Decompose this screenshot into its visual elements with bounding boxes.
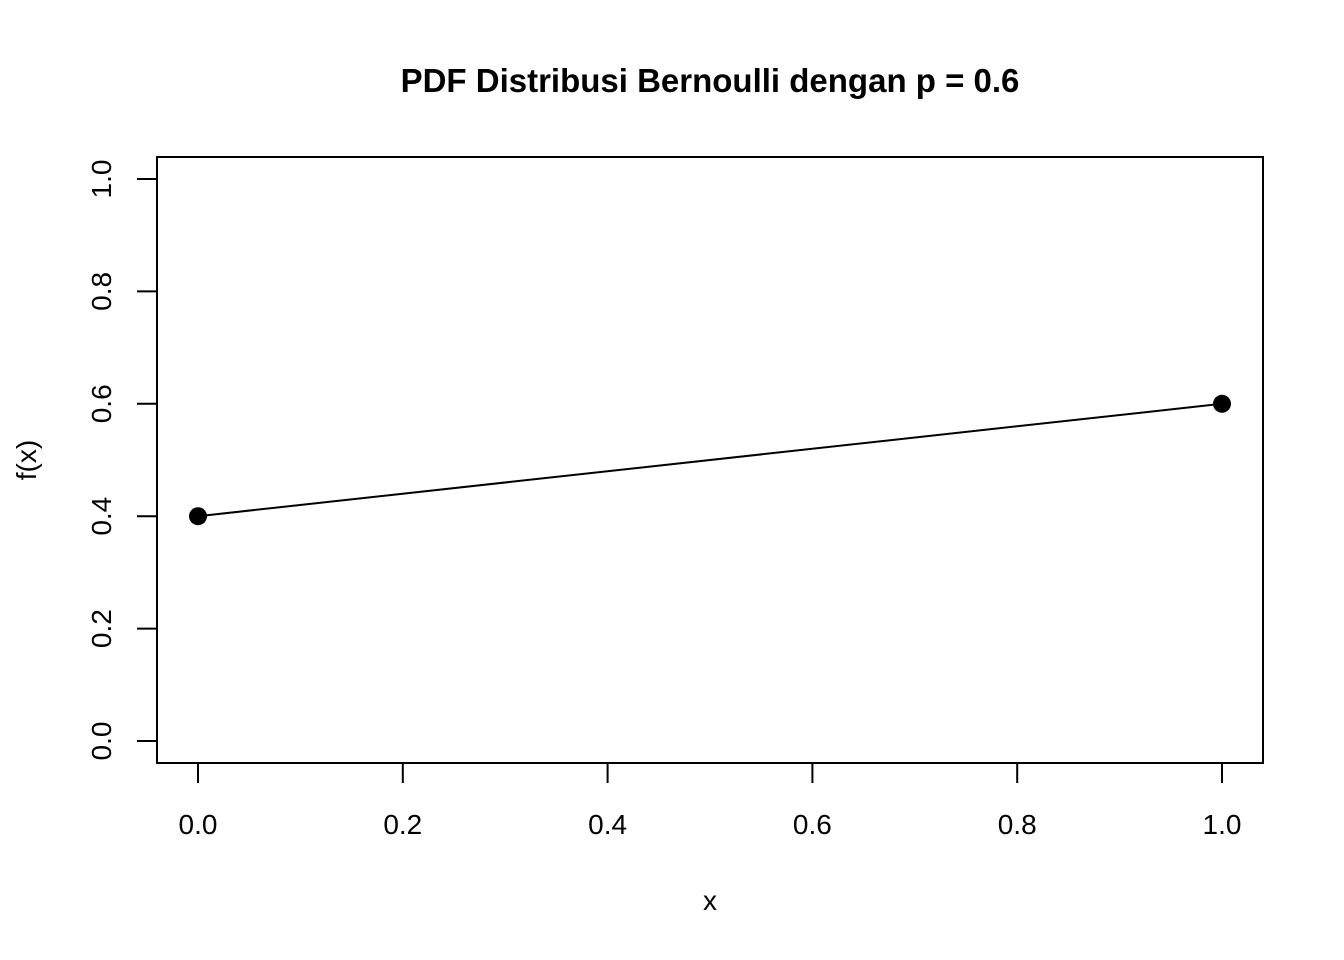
y-tick-label: 0.8 xyxy=(86,272,117,311)
series-line xyxy=(197,402,1223,518)
chart-title: PDF Distribusi Bernoulli dengan p = 0.6 xyxy=(401,62,1020,99)
x-tick-label: 0.6 xyxy=(793,809,832,840)
y-axis-label: f(x) xyxy=(11,440,42,480)
y-tick-label: 0.2 xyxy=(86,609,117,648)
series-group xyxy=(189,394,1231,526)
y-tick-label: 0.4 xyxy=(86,497,117,536)
x-tick-label: 1.0 xyxy=(1203,809,1242,840)
y-axis-ticks: 0.0 0.2 0.4 0.6 0.8 1.0 xyxy=(86,160,157,761)
data-point xyxy=(189,507,207,526)
x-axis-label: x xyxy=(703,885,717,916)
x-tick-label: 0.4 xyxy=(588,809,627,840)
x-tick-label: 0.2 xyxy=(383,809,422,840)
x-tick-label: 0.8 xyxy=(998,809,1037,840)
y-tick-label: 0.0 xyxy=(86,722,117,761)
x-axis-ticks: 0.0 0.2 0.4 0.6 0.8 1.0 xyxy=(179,763,1242,840)
y-tick-label: 1.0 xyxy=(86,160,117,199)
y-tick-label: 0.6 xyxy=(86,384,117,423)
data-point xyxy=(1213,394,1231,413)
x-tick-label: 0.0 xyxy=(179,809,218,840)
